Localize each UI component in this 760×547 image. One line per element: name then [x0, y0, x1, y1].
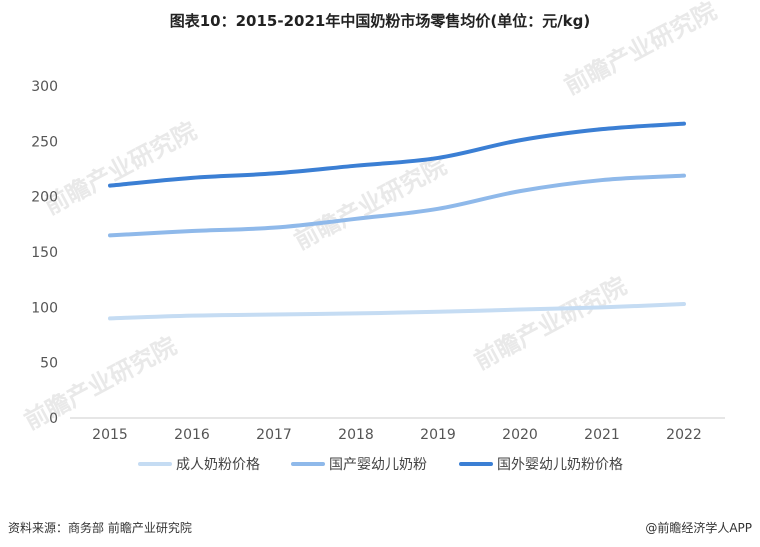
x-tick-label: 2016 — [174, 427, 210, 443]
watermark-text: 前瞻产业研究院 — [560, 0, 721, 100]
legend: 成人奶粉价格 国产婴幼儿奶粉 国外婴幼儿奶粉价格 — [138, 457, 623, 473]
legend-label: 国外婴幼儿奶粉价格 — [497, 457, 623, 473]
watermark-text: 前瞻产业研究院 — [470, 272, 631, 376]
y-tick-label: 50 — [40, 356, 58, 372]
chart-title: 图表10：2015-2021年中国奶粉市场零售均价(单位：元/kg) — [169, 12, 591, 30]
watermark-text: 前瞻产业研究院 — [20, 332, 181, 436]
y-axis: 0 50 100 150 200 250 300 — [31, 79, 58, 427]
x-tick-label: 2018 — [338, 427, 374, 443]
watermark-text: 前瞻产业研究院 — [290, 152, 451, 256]
y-tick-label: 250 — [31, 134, 58, 150]
series-line-2 — [108, 173, 686, 238]
x-tick-label: 2022 — [666, 427, 702, 443]
y-tick-label: 200 — [31, 190, 58, 206]
brand-credit: @前瞻经济学人APP — [645, 521, 752, 535]
legend-label: 成人奶粉价格 — [176, 457, 260, 473]
series-line-1 — [108, 302, 686, 321]
x-tick-label: 2020 — [502, 427, 538, 443]
watermark-text: 前瞻产业研究院 — [40, 117, 201, 221]
y-tick-label: 0 — [49, 411, 58, 427]
x-tick-label: 2017 — [256, 427, 292, 443]
series-line-3 — [108, 121, 686, 188]
y-tick-label: 100 — [31, 300, 58, 316]
y-tick-label: 150 — [31, 245, 58, 261]
x-tick-label: 2019 — [420, 427, 456, 443]
x-tick-label: 2015 — [92, 427, 128, 443]
series-lines — [108, 121, 686, 321]
legend-label: 国产婴幼儿奶粉 — [329, 457, 427, 473]
source-note: 资料来源：商务部 前瞻产业研究院 — [8, 521, 192, 535]
x-axis: 2015 2016 2017 2018 2019 2020 2021 2022 — [92, 427, 702, 443]
y-tick-label: 300 — [31, 79, 58, 95]
x-tick-label: 2021 — [584, 427, 620, 443]
